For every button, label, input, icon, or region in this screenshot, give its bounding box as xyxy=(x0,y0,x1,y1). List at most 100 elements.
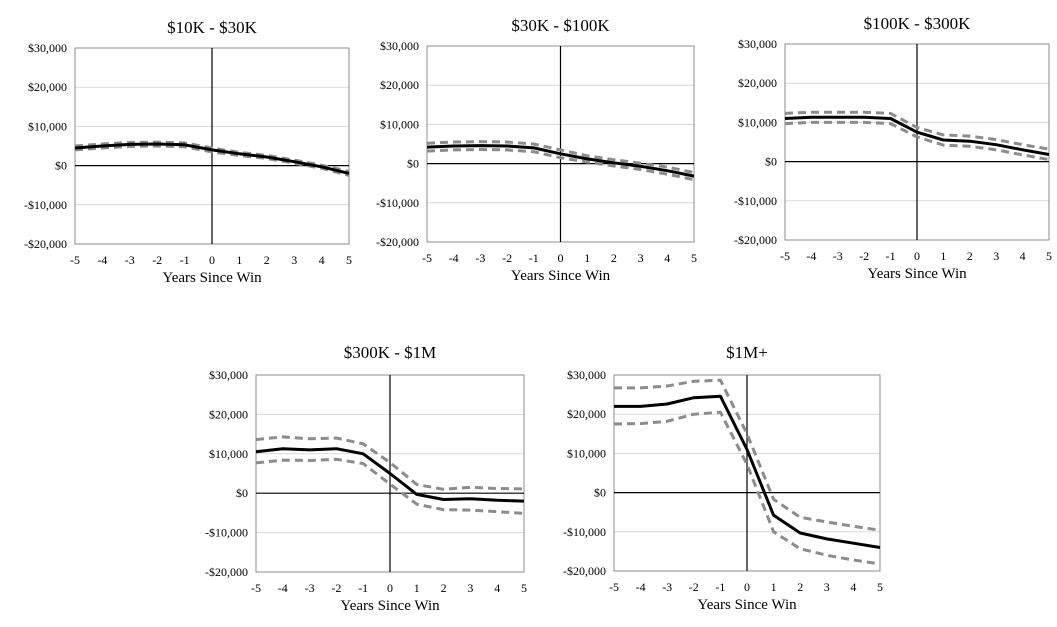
y-tick-label: $10,000 xyxy=(380,117,419,131)
chart-panel-3: $30,000$20,000$10,000$0-$10,000-$20,000-… xyxy=(734,14,1052,282)
x-tick-label: 2 xyxy=(611,251,617,265)
x-tick-label: -2 xyxy=(689,580,699,594)
x-axis-label: Years Since Win xyxy=(340,598,440,614)
x-tick-label: -2 xyxy=(859,249,869,263)
x-tick-label: -3 xyxy=(475,251,485,265)
y-tick-label: $10,000 xyxy=(209,447,248,461)
x-tick-label: 0 xyxy=(914,249,920,263)
series-ci-line xyxy=(426,148,695,182)
x-tick-label: 4 xyxy=(319,253,325,267)
x-tick-label: 3 xyxy=(291,253,297,267)
series-estimate-line xyxy=(74,142,350,175)
x-tick-label: 4 xyxy=(850,580,856,594)
y-tick-label: $20,000 xyxy=(738,76,777,90)
x-tick-label: -3 xyxy=(305,581,315,595)
x-tick-label: -3 xyxy=(662,580,672,594)
series-ci-line xyxy=(255,457,525,515)
chart-panel-1: $30,000$20,000$10,000$0-$10,000-$20,000-… xyxy=(24,18,352,286)
x-tick-label: -4 xyxy=(97,253,107,267)
chart-title: $10K - $30K xyxy=(167,18,257,37)
y-tick-label: -$20,000 xyxy=(24,237,67,251)
y-tick-label: $20,000 xyxy=(567,407,606,421)
x-tick-label: -4 xyxy=(636,580,646,594)
x-tick-label: -3 xyxy=(833,249,843,263)
x-tick-label: -1 xyxy=(529,251,539,265)
series-ci-line xyxy=(255,435,525,491)
series-estimate-line xyxy=(614,394,881,549)
x-tick-label: 3 xyxy=(993,249,999,263)
y-tick-label: $20,000 xyxy=(209,407,248,421)
y-tick-label: $10,000 xyxy=(28,119,67,133)
y-tick-label: $10,000 xyxy=(738,115,777,129)
series-ci-line xyxy=(426,140,695,175)
series-ci-line xyxy=(74,140,350,173)
x-axis-label: Years Since Win xyxy=(162,270,262,286)
series-estimate-line xyxy=(784,115,1050,156)
x-tick-label: 1 xyxy=(236,253,242,267)
x-tick-label: 5 xyxy=(346,253,352,267)
x-tick-label: 3 xyxy=(824,580,830,594)
y-tick-label: -$10,000 xyxy=(205,526,248,540)
x-tick-label: 0 xyxy=(387,581,393,595)
x-tick-label: 1 xyxy=(584,251,590,265)
y-tick-label: -$10,000 xyxy=(24,198,67,212)
x-tick-label: 2 xyxy=(797,580,803,594)
x-tick-label: -1 xyxy=(886,249,896,263)
series-ci-line xyxy=(784,120,1050,162)
x-tick-label: 2 xyxy=(264,253,270,267)
x-tick-label: 2 xyxy=(441,581,447,595)
chart-panel-4: $30,000$20,000$10,000$0-$10,000-$20,000-… xyxy=(205,343,527,614)
y-tick-label: $30,000 xyxy=(380,39,419,53)
chart-title: $1M+ xyxy=(726,343,768,362)
x-tick-label: -1 xyxy=(715,580,725,594)
x-tick-label: 4 xyxy=(494,581,500,595)
series-ci-line xyxy=(614,378,881,532)
chart-title: $300K - $1M xyxy=(344,343,437,362)
x-tick-label: -4 xyxy=(449,251,459,265)
x-tick-label: -4 xyxy=(278,581,288,595)
x-tick-label: 4 xyxy=(664,251,670,265)
series-ci-line xyxy=(784,110,1050,151)
series-ci-line xyxy=(74,144,350,177)
y-tick-label: $30,000 xyxy=(567,368,606,382)
x-tick-label: -1 xyxy=(180,253,190,267)
x-tick-label: 1 xyxy=(771,580,777,594)
x-tick-label: 3 xyxy=(467,581,473,595)
x-tick-label: 1 xyxy=(940,249,946,263)
chart-title: $30K - $100K xyxy=(511,16,610,35)
y-tick-label: $0 xyxy=(594,486,606,500)
y-tick-label: $0 xyxy=(236,486,248,500)
x-tick-label: 4 xyxy=(1020,249,1026,263)
y-tick-label: -$20,000 xyxy=(734,233,777,247)
x-tick-label: -4 xyxy=(806,249,816,263)
y-tick-label: $30,000 xyxy=(738,37,777,51)
x-tick-label: -5 xyxy=(422,251,432,265)
chart-panel-2: $30,000$20,000$10,000$0-$10,000-$20,000-… xyxy=(376,16,697,284)
y-tick-label: $0 xyxy=(407,157,419,171)
x-tick-label: 0 xyxy=(209,253,215,267)
y-tick-label: $0 xyxy=(55,159,67,173)
x-tick-label: -5 xyxy=(70,253,80,267)
y-tick-label: $20,000 xyxy=(28,80,67,94)
y-tick-label: $0 xyxy=(765,155,777,169)
x-tick-label: -5 xyxy=(609,580,619,594)
x-tick-label: -3 xyxy=(125,253,135,267)
x-axis-label: Years Since Win xyxy=(697,597,797,613)
x-tick-label: -2 xyxy=(152,253,162,267)
series-estimate-line xyxy=(426,144,695,178)
x-tick-label: 1 xyxy=(414,581,420,595)
chart-title: $100K - $300K xyxy=(864,14,971,33)
y-tick-label: -$20,000 xyxy=(563,564,606,578)
series-ci-line xyxy=(613,410,881,566)
x-axis-label: Years Since Win xyxy=(511,268,611,284)
x-tick-label: 2 xyxy=(967,249,973,263)
x-tick-label: 0 xyxy=(558,251,564,265)
y-tick-label: $20,000 xyxy=(380,78,419,92)
x-tick-label: -2 xyxy=(502,251,512,265)
x-tick-label: 5 xyxy=(1046,249,1052,263)
y-tick-label: $30,000 xyxy=(209,368,248,382)
series-estimate-line xyxy=(255,447,525,503)
x-tick-label: -5 xyxy=(780,249,790,263)
